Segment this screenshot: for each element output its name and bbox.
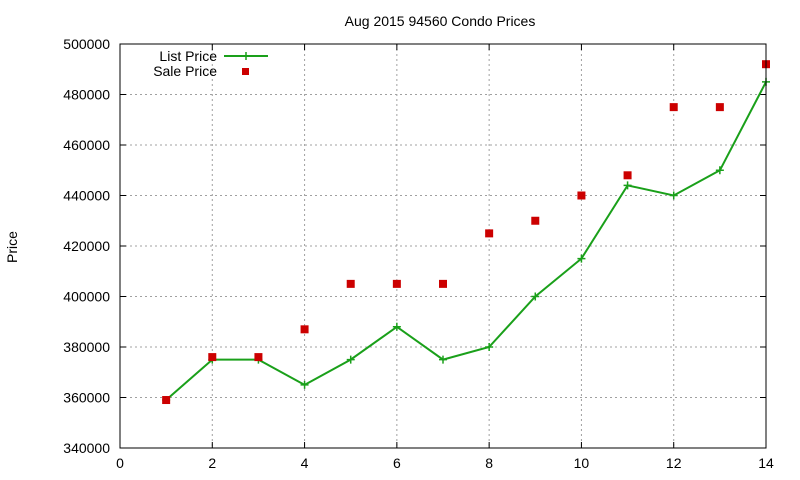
data-point-sale-price [577,191,586,200]
y-tick-label: 460000 [63,137,110,153]
x-tick-label: 12 [666,455,682,471]
legend-marker-list-price [242,52,250,60]
axis-ticks: 0 2 4 6 8 10 12 14 340000 360000 380000 400000 42000… [63,36,774,471]
series-group [162,60,770,405]
data-point-list-price [346,355,355,364]
x-tick-label: 14 [758,455,774,471]
x-tick-label: 0 [116,455,124,471]
data-point-sale-price [254,353,263,362]
data-point-list-price [715,166,724,175]
data-point-sale-price [531,216,540,225]
data-point-sale-price [623,171,632,180]
data-point-sale-price [715,103,724,112]
data-point-sale-price [439,279,447,288]
y-tick-label: 480000 [63,87,110,103]
data-point-list-price [623,181,632,190]
y-tick-label: 500000 [63,36,110,52]
x-tick-label: 4 [301,455,309,471]
data-point-list-price [531,292,540,301]
data-point-sale-price [300,325,309,334]
y-tick-label: 340000 [63,440,110,456]
series-line-list-price [165,81,767,401]
data-point-list-price [485,343,494,351]
data-point-sale-price [346,279,355,288]
y-tick-label: 440000 [63,188,110,204]
data-point-sale-price [208,353,217,362]
data-point-list-price [439,355,447,364]
x-tick-label: 2 [208,455,216,471]
x-tick-label: 6 [393,455,401,471]
data-point-list-price [392,322,401,331]
legend: List Price Sale Price [153,48,268,79]
grid [120,44,766,448]
y-tick-label: 400000 [63,289,110,305]
y-axis-label: Price [4,231,20,263]
y-tick-label: 380000 [63,339,110,355]
legend-label-list-price: List Price [159,48,217,64]
y-tick-label: 420000 [63,238,110,254]
x-tick-label: 10 [574,455,590,471]
plot-frame [119,43,767,449]
data-point-sale-price [485,229,494,238]
legend-marker-sale-price [242,68,249,75]
data-point-sale-price [392,279,401,288]
x-tick-label: 8 [485,455,493,471]
data-point-list-price [300,380,309,389]
data-point-sale-price [162,396,171,405]
data-point-sale-price [669,103,678,112]
data-point-list-price [577,254,586,263]
data-point-list-price [669,191,678,200]
y-tick-label: 360000 [63,390,110,406]
chart-title: Aug 2015 94560 Condo Prices [345,13,536,29]
legend-label-sale-price: Sale Price [153,63,217,79]
